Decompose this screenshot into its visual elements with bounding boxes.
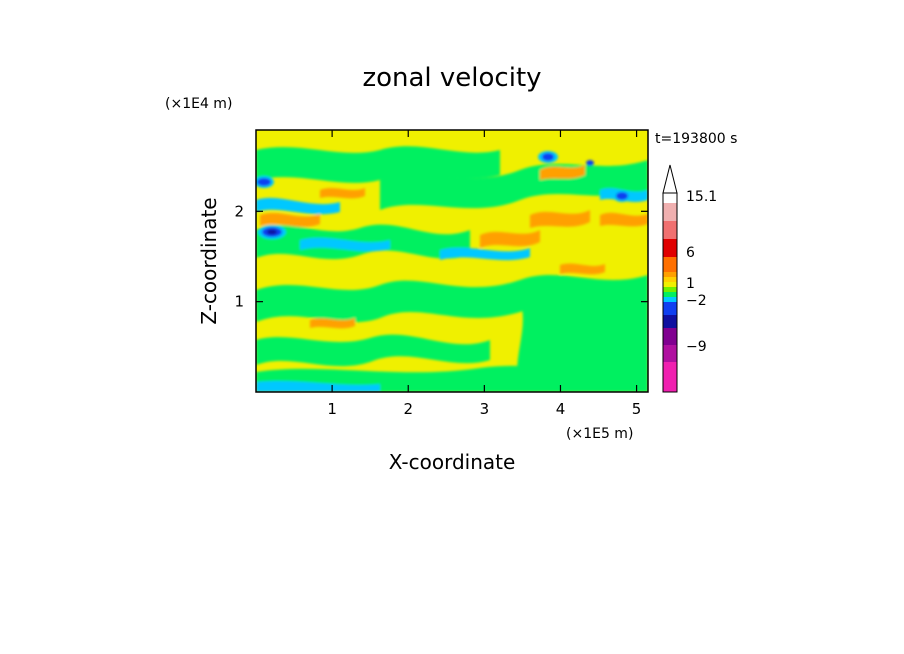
y-tick-label: 2: [234, 202, 244, 220]
y-tick-label: 1: [234, 293, 244, 311]
colorbar-label: 1: [686, 276, 695, 292]
x-scale-label: (×1E5 m): [566, 426, 633, 442]
colorbar-label: −2: [686, 293, 707, 309]
x-axis-label: X-coordinate: [389, 450, 516, 474]
colorbar-level: [663, 287, 677, 292]
colorbar-level: [663, 328, 677, 345]
colorbar: 15.1 6 1−2 −9: [662, 164, 717, 393]
x-tick-label: 2: [403, 400, 413, 418]
colorbar-level: [663, 345, 677, 362]
colorbar-level: [663, 272, 677, 277]
colorbar-label: 6: [686, 245, 695, 261]
colorbar-level: [663, 239, 677, 257]
chart-title: zonal velocity: [362, 63, 541, 93]
x-tick-label: 1: [327, 400, 337, 418]
y-scale-label: (×1E4 m): [165, 96, 232, 112]
colorbar-level: [663, 203, 677, 221]
colorbar-label: 15.1: [686, 189, 717, 205]
y-axis-ticks: 12: [234, 202, 648, 311]
colorbar-frame: [662, 192, 678, 393]
colorbar-level: [663, 221, 677, 239]
colorbar-level: [663, 297, 677, 302]
colorbar-level: [663, 282, 677, 287]
colorbar-level: [663, 292, 677, 297]
x-tick-label: 5: [632, 400, 642, 418]
time-label: t=193800 s: [655, 131, 737, 147]
contour-field: [256, 130, 648, 392]
plot-frame: [255, 129, 649, 393]
colorbar-level: [663, 315, 677, 328]
colorbar-level: [663, 302, 677, 315]
x-tick-label: 3: [480, 400, 490, 418]
colorbar-level: [663, 277, 677, 282]
x-tick-label: 4: [556, 400, 566, 418]
colorbar-level: [663, 362, 677, 392]
x-axis-ticks: 1 2 3 4 5: [327, 130, 641, 418]
colorbar-extension: [662, 164, 678, 194]
colorbar-level: [663, 257, 677, 272]
colorbar-label: −9: [686, 339, 707, 355]
y-axis-label: Z-coordinate: [197, 197, 221, 324]
